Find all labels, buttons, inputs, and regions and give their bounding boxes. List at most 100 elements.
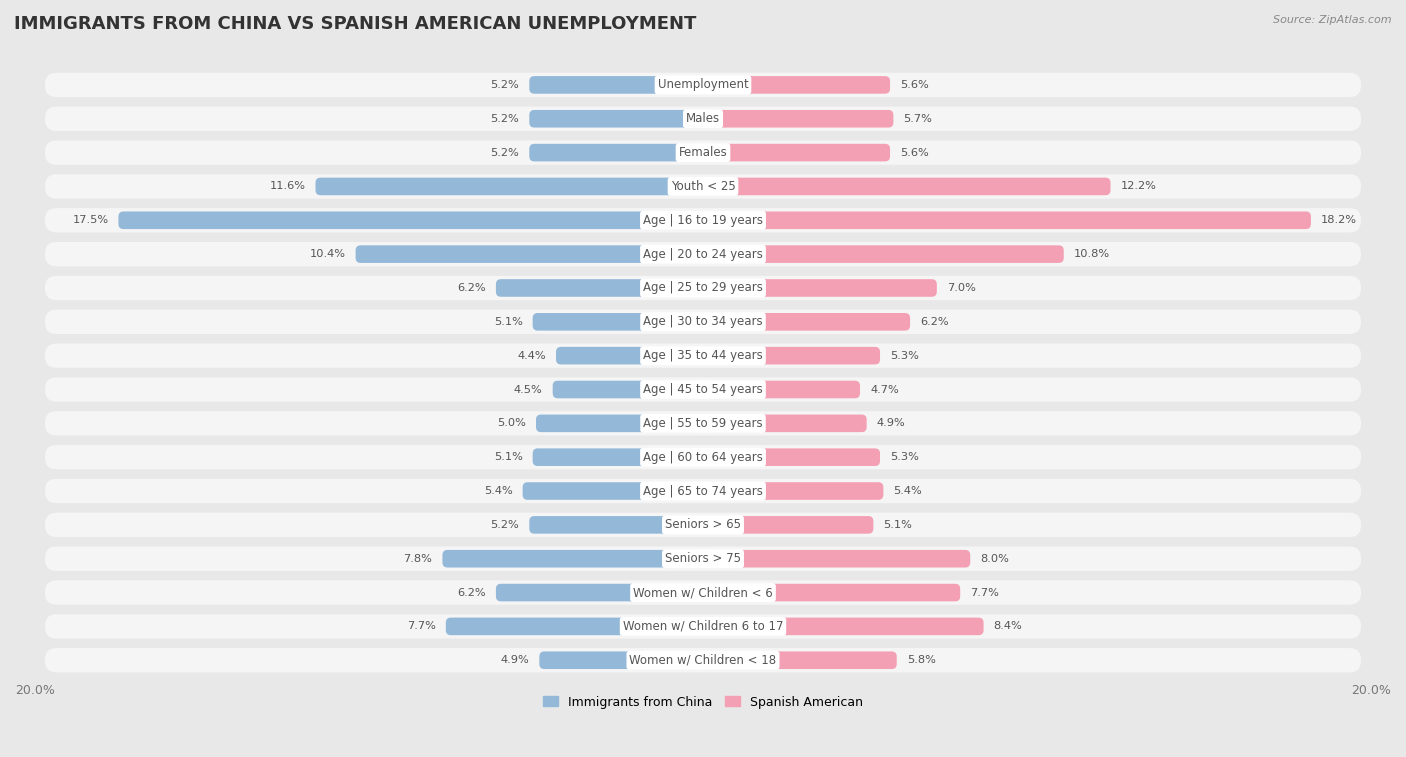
FancyBboxPatch shape — [703, 144, 890, 161]
Text: 5.4%: 5.4% — [484, 486, 513, 496]
FancyBboxPatch shape — [703, 618, 984, 635]
Text: 5.1%: 5.1% — [494, 317, 523, 327]
Text: 10.8%: 10.8% — [1074, 249, 1109, 259]
FancyBboxPatch shape — [45, 140, 1361, 165]
FancyBboxPatch shape — [45, 174, 1361, 198]
FancyBboxPatch shape — [446, 618, 703, 635]
FancyBboxPatch shape — [45, 242, 1361, 266]
FancyBboxPatch shape — [703, 211, 1310, 229]
FancyBboxPatch shape — [45, 377, 1361, 402]
FancyBboxPatch shape — [45, 107, 1361, 131]
Text: Age | 30 to 34 years: Age | 30 to 34 years — [643, 316, 763, 329]
Text: 8.0%: 8.0% — [980, 553, 1010, 564]
FancyBboxPatch shape — [703, 584, 960, 601]
Text: 17.5%: 17.5% — [72, 215, 108, 226]
FancyBboxPatch shape — [529, 110, 703, 127]
FancyBboxPatch shape — [703, 381, 860, 398]
FancyBboxPatch shape — [496, 584, 703, 601]
FancyBboxPatch shape — [45, 479, 1361, 503]
FancyBboxPatch shape — [703, 347, 880, 364]
Text: 11.6%: 11.6% — [270, 182, 305, 192]
FancyBboxPatch shape — [703, 110, 893, 127]
Text: 4.9%: 4.9% — [877, 419, 905, 428]
Text: 6.2%: 6.2% — [457, 283, 486, 293]
Legend: Immigrants from China, Spanish American: Immigrants from China, Spanish American — [538, 690, 868, 714]
FancyBboxPatch shape — [703, 516, 873, 534]
Text: Women w/ Children 6 to 17: Women w/ Children 6 to 17 — [623, 620, 783, 633]
Text: Age | 25 to 29 years: Age | 25 to 29 years — [643, 282, 763, 294]
Text: 4.4%: 4.4% — [517, 350, 546, 360]
Text: Seniors > 75: Seniors > 75 — [665, 552, 741, 565]
Text: 7.7%: 7.7% — [970, 587, 1000, 597]
Text: 10.4%: 10.4% — [309, 249, 346, 259]
Text: 4.5%: 4.5% — [515, 385, 543, 394]
Text: 5.2%: 5.2% — [491, 148, 519, 157]
Text: Males: Males — [686, 112, 720, 125]
Text: 7.7%: 7.7% — [406, 621, 436, 631]
Text: Source: ZipAtlas.com: Source: ZipAtlas.com — [1274, 15, 1392, 25]
Text: 18.2%: 18.2% — [1322, 215, 1357, 226]
FancyBboxPatch shape — [529, 144, 703, 161]
Text: 5.0%: 5.0% — [498, 419, 526, 428]
FancyBboxPatch shape — [703, 652, 897, 669]
Text: 5.1%: 5.1% — [883, 520, 912, 530]
FancyBboxPatch shape — [553, 381, 703, 398]
FancyBboxPatch shape — [536, 415, 703, 432]
Text: Age | 60 to 64 years: Age | 60 to 64 years — [643, 450, 763, 464]
Text: 8.4%: 8.4% — [994, 621, 1022, 631]
FancyBboxPatch shape — [45, 276, 1361, 301]
Text: 5.1%: 5.1% — [494, 452, 523, 463]
FancyBboxPatch shape — [523, 482, 703, 500]
Text: 5.3%: 5.3% — [890, 350, 920, 360]
Text: 5.2%: 5.2% — [491, 80, 519, 90]
Text: 5.3%: 5.3% — [890, 452, 920, 463]
Text: Age | 35 to 44 years: Age | 35 to 44 years — [643, 349, 763, 362]
FancyBboxPatch shape — [703, 178, 1111, 195]
FancyBboxPatch shape — [703, 550, 970, 568]
Text: 5.2%: 5.2% — [491, 520, 519, 530]
Text: 4.9%: 4.9% — [501, 656, 529, 665]
FancyBboxPatch shape — [533, 313, 703, 331]
FancyBboxPatch shape — [703, 76, 890, 94]
Text: 7.0%: 7.0% — [946, 283, 976, 293]
FancyBboxPatch shape — [703, 313, 910, 331]
FancyBboxPatch shape — [703, 482, 883, 500]
FancyBboxPatch shape — [529, 516, 703, 534]
Text: Seniors > 65: Seniors > 65 — [665, 519, 741, 531]
Text: 5.7%: 5.7% — [904, 114, 932, 123]
FancyBboxPatch shape — [703, 448, 880, 466]
Text: 5.6%: 5.6% — [900, 148, 929, 157]
FancyBboxPatch shape — [496, 279, 703, 297]
Text: 6.2%: 6.2% — [457, 587, 486, 597]
FancyBboxPatch shape — [45, 73, 1361, 97]
FancyBboxPatch shape — [529, 76, 703, 94]
FancyBboxPatch shape — [45, 445, 1361, 469]
Text: 5.2%: 5.2% — [491, 114, 519, 123]
Text: 4.7%: 4.7% — [870, 385, 898, 394]
FancyBboxPatch shape — [555, 347, 703, 364]
Text: IMMIGRANTS FROM CHINA VS SPANISH AMERICAN UNEMPLOYMENT: IMMIGRANTS FROM CHINA VS SPANISH AMERICA… — [14, 15, 696, 33]
FancyBboxPatch shape — [45, 512, 1361, 537]
Text: 7.8%: 7.8% — [404, 553, 433, 564]
Text: Age | 16 to 19 years: Age | 16 to 19 years — [643, 213, 763, 227]
Text: 5.6%: 5.6% — [900, 80, 929, 90]
FancyBboxPatch shape — [315, 178, 703, 195]
FancyBboxPatch shape — [540, 652, 703, 669]
FancyBboxPatch shape — [45, 581, 1361, 605]
Text: Age | 45 to 54 years: Age | 45 to 54 years — [643, 383, 763, 396]
FancyBboxPatch shape — [118, 211, 703, 229]
Text: Women w/ Children < 6: Women w/ Children < 6 — [633, 586, 773, 599]
FancyBboxPatch shape — [356, 245, 703, 263]
Text: 6.2%: 6.2% — [920, 317, 949, 327]
Text: Age | 65 to 74 years: Age | 65 to 74 years — [643, 484, 763, 497]
Text: 12.2%: 12.2% — [1121, 182, 1156, 192]
FancyBboxPatch shape — [703, 415, 866, 432]
FancyBboxPatch shape — [45, 614, 1361, 639]
FancyBboxPatch shape — [703, 279, 936, 297]
Text: 5.4%: 5.4% — [893, 486, 922, 496]
FancyBboxPatch shape — [45, 547, 1361, 571]
Text: Unemployment: Unemployment — [658, 79, 748, 92]
FancyBboxPatch shape — [533, 448, 703, 466]
Text: Females: Females — [679, 146, 727, 159]
Text: Age | 55 to 59 years: Age | 55 to 59 years — [643, 417, 763, 430]
